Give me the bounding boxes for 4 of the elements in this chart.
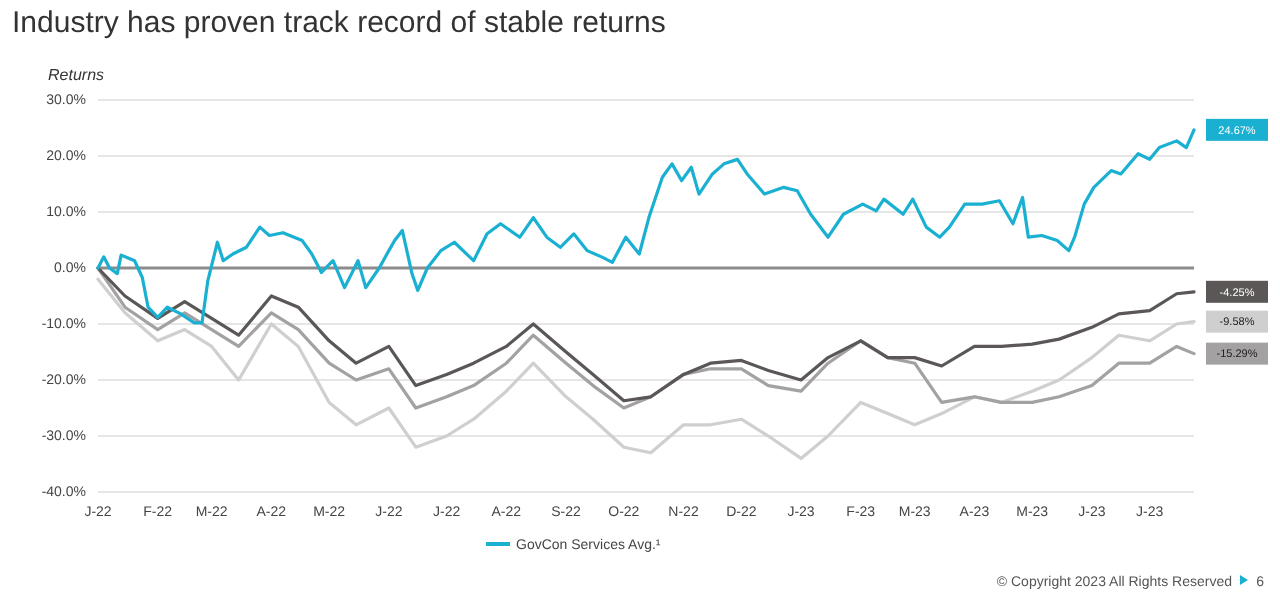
chart-title: Industry has proven track record of stable returns <box>12 6 666 40</box>
y-axis-title: Returns <box>48 66 105 84</box>
line-series <box>96 128 1196 325</box>
line-series <box>96 277 1196 460</box>
